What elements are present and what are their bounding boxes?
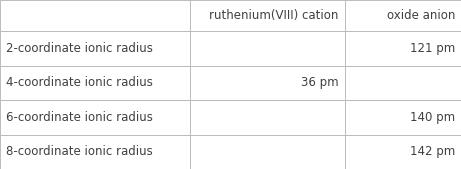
Bar (190, 0, 345, 31)
Bar (345, 135, 461, 169)
Text: oxide anion: oxide anion (387, 9, 455, 22)
Text: 8-coordinate ionic radius: 8-coordinate ionic radius (6, 145, 153, 158)
Bar (345, 100, 461, 135)
Text: 121 pm: 121 pm (410, 42, 455, 55)
Bar (190, 66, 345, 100)
Bar (0, 0, 190, 31)
Bar (0, 31, 190, 66)
Text: 142 pm: 142 pm (410, 145, 455, 158)
Text: 6-coordinate ionic radius: 6-coordinate ionic radius (6, 111, 153, 124)
Text: 4-coordinate ionic radius: 4-coordinate ionic radius (6, 76, 153, 89)
Bar (0, 135, 190, 169)
Text: ruthenium(VIII) cation: ruthenium(VIII) cation (209, 9, 339, 22)
Text: 2-coordinate ionic radius: 2-coordinate ionic radius (6, 42, 153, 55)
Bar (0, 66, 190, 100)
Text: 36 pm: 36 pm (301, 76, 339, 89)
Bar (190, 135, 345, 169)
Bar (345, 66, 461, 100)
Bar (345, 0, 461, 31)
Bar (190, 31, 345, 66)
Bar (0, 100, 190, 135)
Bar (345, 31, 461, 66)
Text: 140 pm: 140 pm (410, 111, 455, 124)
Bar (190, 100, 345, 135)
